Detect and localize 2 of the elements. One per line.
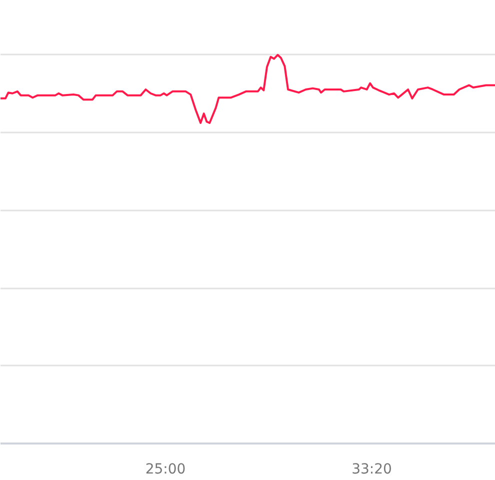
x-tick-label: 25:00	[145, 462, 186, 478]
x-tick-label: 33:20	[352, 462, 392, 478]
